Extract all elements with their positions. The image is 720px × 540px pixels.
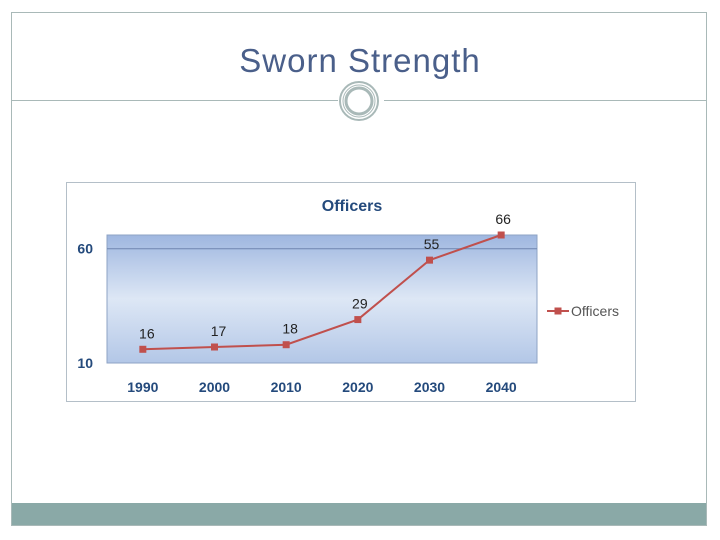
chart-title: Officers	[322, 198, 383, 215]
x-tick-label: 2010	[271, 379, 302, 395]
chart-container: Officers 10 60 1990 2000 2010 2020 2030 2040 16 1…	[66, 182, 636, 402]
line-chart: Officers 10 60 1990 2000 2010 2020 2030 2040 16 1…	[77, 198, 619, 395]
x-tick-label: 1990	[127, 379, 158, 395]
y-tick-label: 10	[77, 355, 93, 371]
data-label: 16	[139, 325, 155, 341]
x-tick-label: 2020	[342, 379, 373, 395]
slide-title: Sworn Strength	[239, 42, 481, 79]
data-point	[282, 341, 290, 349]
x-tick-label: 2030	[414, 379, 445, 395]
data-point	[211, 343, 218, 351]
slide-frame	[11, 12, 707, 526]
circle-ornament-icon	[339, 81, 379, 121]
data-point	[354, 316, 362, 324]
data-label: 66	[495, 211, 511, 227]
legend-label: Officers	[571, 303, 619, 319]
data-label: 17	[211, 323, 227, 339]
series-line	[142, 234, 502, 351]
title-divider-right	[384, 100, 707, 101]
data-point	[426, 256, 433, 264]
plot-area	[106, 234, 538, 364]
data-label: 18	[282, 321, 298, 337]
title-divider-left	[11, 100, 338, 101]
y-tick-label: 60	[77, 241, 93, 257]
data-point	[139, 345, 147, 353]
data-label: 55	[424, 236, 440, 252]
legend-marker	[554, 307, 562, 315]
footer-bar	[12, 503, 706, 525]
x-tick-label: 2000	[199, 379, 230, 395]
data-label: 29	[352, 296, 368, 312]
x-tick-label: 2040	[486, 379, 517, 395]
data-point	[497, 231, 505, 239]
